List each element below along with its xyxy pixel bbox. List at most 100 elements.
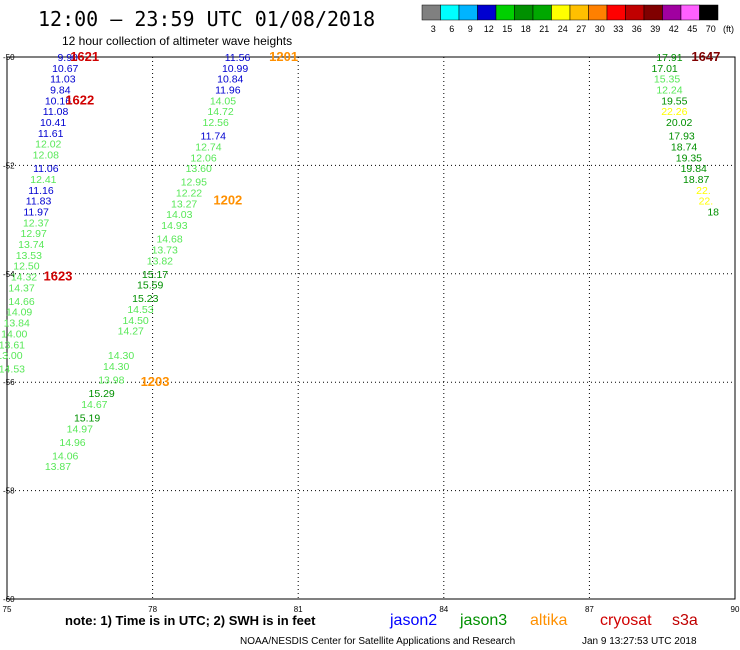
- wave-height-label: 18.74: [671, 141, 697, 153]
- wave-height-label: 14.53: [127, 304, 153, 316]
- colorbar-swatch: [477, 4, 497, 21]
- wave-height-label: 10.84: [217, 74, 243, 86]
- wave-height-label: 14.93: [161, 220, 187, 232]
- wave-height-label: 11.96: [215, 85, 241, 97]
- pass-time-label: 1203: [141, 374, 170, 389]
- grid: [7, 57, 735, 599]
- colorbar-label: 27: [576, 24, 586, 34]
- colorbar-swatch: [662, 4, 682, 21]
- colorbar-unit: (ft): [723, 24, 734, 34]
- wave-height-label: 14.67: [81, 399, 107, 411]
- y-tick-label: -60: [3, 595, 15, 604]
- wave-height-label: 11.83: [26, 196, 52, 208]
- chart-title: 12:00 – 23:59 UTC 01/08/2018: [38, 7, 375, 31]
- wave-height-label: 13.82: [147, 255, 173, 267]
- wave-height-label: 14.37: [8, 282, 34, 294]
- wave-height-label: 14.06: [52, 450, 78, 462]
- wave-height-label: 12.22: [176, 188, 202, 200]
- y-tick-label: -56: [3, 378, 15, 387]
- y-axis-ticks: -50 -52 -54 -56 -58 -60: [3, 53, 15, 604]
- satellite-legend: jason2 jason3 altika cryosat s3a: [389, 612, 698, 629]
- colorbar: 3 6 9 12 15 18 21 24 27 30 33 36 39 42 45 70 (ft): [421, 4, 734, 34]
- pass-time-label: 1621: [70, 49, 99, 64]
- wave-height-label: 22.: [696, 185, 711, 197]
- wave-height-label: 11.97: [23, 206, 49, 218]
- wave-height-label: 12.37: [23, 217, 49, 229]
- wave-height-label: 13.74: [18, 239, 44, 251]
- wave-height-label: 12.56: [203, 117, 229, 129]
- legend-s3a: s3a: [672, 612, 698, 629]
- wave-height-label: 10.67: [52, 63, 78, 75]
- wave-height-label: 18.87: [683, 174, 709, 186]
- colorbar-swatch: [532, 4, 552, 21]
- wave-height-label: 15.17: [142, 269, 168, 281]
- legend-jason3: jason3: [459, 612, 507, 629]
- wave-height-label: 14.96: [59, 437, 85, 449]
- footer-credit: NOAA/NESDIS Center for Satellite Applica…: [240, 636, 515, 647]
- x-tick-label: 81: [294, 605, 303, 614]
- pass-time-label: 1622: [65, 92, 94, 107]
- wave-height-label: 13.53: [16, 250, 42, 262]
- wave-height-label: 9.90: [57, 52, 78, 64]
- colorbar-label: 24: [558, 24, 568, 34]
- wave-height-label: 13.60: [186, 163, 212, 175]
- y-tick-label: -50: [3, 53, 15, 62]
- wave-height-label: 15.19: [74, 412, 100, 424]
- wave-height-label: 14.30: [103, 361, 129, 373]
- x-tick-label: 78: [148, 605, 157, 614]
- colorbar-swatch: [421, 4, 441, 21]
- colorbar-label: 6: [449, 24, 454, 34]
- legend-jason2: jason2: [389, 612, 437, 629]
- colorbar-label: 9: [468, 24, 473, 34]
- wave-height-label: 11.03: [50, 74, 76, 86]
- wave-height-label: 14.09: [6, 307, 32, 319]
- wave-height-label: 14.50: [122, 315, 148, 327]
- wave-height-label: 12.97: [21, 228, 47, 240]
- wave-height-label: 14.30: [108, 350, 134, 362]
- colorbar-swatch: [458, 4, 478, 21]
- pass-time-label: 1647: [691, 49, 720, 64]
- x-tick-label: 87: [585, 605, 594, 614]
- wave-height-label: 11.08: [43, 106, 69, 118]
- x-axis-ticks: 75 78 81 84 87 90: [3, 605, 740, 614]
- wave-height-label: 22.26: [661, 106, 687, 118]
- wave-height-label: 12.74: [195, 141, 221, 153]
- wave-height-label: 13.00: [0, 350, 23, 362]
- colorbar-label: 15: [502, 24, 512, 34]
- wave-height-label: 12.95: [181, 177, 207, 189]
- wave-height-label: 13.98: [98, 374, 124, 386]
- wave-height-label: 14.00: [1, 328, 27, 340]
- wave-height-label: 13.73: [152, 244, 178, 256]
- wave-height-label: 15.23: [132, 293, 158, 305]
- colorbar-swatch: [588, 4, 608, 21]
- pass-time-label: 1201: [269, 49, 298, 64]
- wave-height-label: 11.06: [33, 163, 59, 175]
- footer-timestamp: Jan 9 13:27:53 UTC 2018: [582, 636, 697, 647]
- wave-height-label: 14.27: [118, 326, 144, 338]
- y-tick-label: -52: [3, 161, 15, 170]
- wave-height-label: 14.68: [156, 234, 182, 246]
- colorbar-swatch: [495, 4, 515, 21]
- wave-height-label: 12.02: [35, 139, 61, 151]
- colorbar-swatch: [643, 4, 663, 21]
- plot-frame: [6, 56, 736, 600]
- plot-area: -50 -52 -54 -56 -58 -60 75 78 81 84 87 90 9.9010.6…: [0, 49, 740, 614]
- pass-time-label: 1202: [213, 193, 242, 208]
- colorbar-swatch: [625, 4, 645, 21]
- colorbar-label: 30: [595, 24, 605, 34]
- wave-height-label: 12.41: [30, 174, 56, 186]
- wave-height-label: 10.41: [40, 117, 66, 129]
- colorbar-label: 18: [521, 24, 531, 34]
- colorbar-label: 12: [484, 24, 494, 34]
- wave-height-label: 19.35: [676, 152, 702, 164]
- wave-height-label: 12.50: [13, 261, 39, 273]
- wave-height-label: 13.27: [171, 198, 197, 210]
- colorbar-label: 21: [539, 24, 549, 34]
- wave-height-label: 15.35: [654, 74, 680, 86]
- wave-height-label: 13.84: [4, 318, 30, 330]
- wave-height-label: 9.84: [50, 85, 71, 97]
- wave-height-label: 10.99: [222, 63, 248, 75]
- legend-altika: altika: [530, 612, 567, 629]
- wave-height-label: 15.29: [88, 388, 114, 400]
